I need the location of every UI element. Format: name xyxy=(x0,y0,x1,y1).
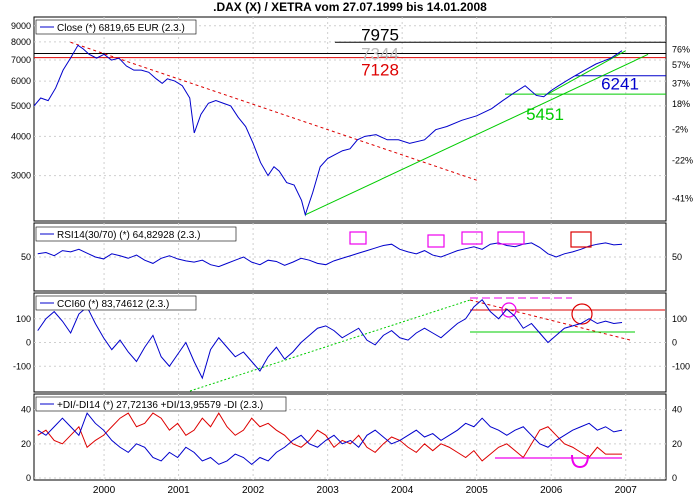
rsi-panel: 50 50 RSI14(30/70) (*) 64,82928 (2.3.) xyxy=(21,222,682,292)
level-label: 7128 xyxy=(361,61,399,80)
price-y-right-tick-label: 18% xyxy=(672,99,690,109)
y-tick-label-right: -100 xyxy=(672,361,690,371)
x-tick-label: 2005 xyxy=(466,485,489,496)
trendline xyxy=(70,41,477,181)
price-y-tick-label: 5000 xyxy=(11,101,31,111)
minus-di-line xyxy=(37,412,623,462)
x-tick-label: 2001 xyxy=(167,485,190,496)
price-panel-frame xyxy=(33,16,667,222)
dmi-legend: +DI/-DI14 (*) 27,72136 +DI/13,95579 -DI … xyxy=(57,400,263,411)
plus-di-line xyxy=(37,412,623,465)
price-y-right-tick-label: 57% xyxy=(672,60,690,70)
dmi-marker xyxy=(571,454,589,469)
y-tick-label-right: 0 xyxy=(672,473,677,483)
price-y-right-tick-label: -2% xyxy=(672,124,688,134)
cci-y-axis: 100 100 0 0 -100 -100 xyxy=(13,314,690,372)
price-y-tick-label: 7000 xyxy=(11,55,31,65)
y-tick-label: 100 xyxy=(16,314,31,324)
y-tick-label: -100 xyxy=(13,361,31,371)
price-levels xyxy=(34,41,666,95)
y-tick-label: 20 xyxy=(21,439,31,449)
x-tick-label: 2003 xyxy=(317,485,340,496)
x-tick-label: 2006 xyxy=(540,485,563,496)
dmi-panel: 40 40 20 20 0 0 +DI/-DI14 (*) 27,72136 +DI/13… xyxy=(21,393,682,483)
rsi-line xyxy=(37,242,623,268)
dmi-legend-box xyxy=(35,396,287,412)
y-tick-label-right: 40 xyxy=(672,405,682,415)
price-y-right-tick-label: 37% xyxy=(672,79,690,89)
chart-title: .DAX (X) / XETRA vom 27.07.1999 bis 14.0… xyxy=(213,0,487,14)
price-panel: 9000 8000 7000 6000 5000 4000 3000 76% 57% 37% 18… xyxy=(11,16,693,222)
price-y-right-tick-label: 76% xyxy=(672,44,690,54)
rsi-marker xyxy=(349,231,367,245)
dmi-y-axis: 40 40 20 20 0 0 xyxy=(21,405,682,483)
rsi-legend: RSI14(30/70) (*) 64,82928 (2.3.) xyxy=(57,230,200,241)
cci-circle xyxy=(501,302,517,318)
rsi-marker-red xyxy=(570,231,592,248)
level-label: 7344 xyxy=(361,45,399,64)
x-tick-label: 2000 xyxy=(93,485,116,496)
y-tick-label-right: 50 xyxy=(672,252,682,262)
trendline xyxy=(547,50,626,95)
dmi-panel-frame xyxy=(33,393,667,481)
price-y-tick-label: 6000 xyxy=(11,76,31,86)
level-label: 5451 xyxy=(526,105,564,124)
x-tick-label: 2002 xyxy=(242,485,265,496)
cci-trendline xyxy=(189,299,471,392)
cci-down-trend xyxy=(469,299,631,341)
price-y-axis-right: 76% 57% 37% 18% -2% -22% -41% xyxy=(672,44,693,203)
price-y-tick-label: 3000 xyxy=(11,171,31,181)
x-tick-label: 2007 xyxy=(615,485,638,496)
price-y-axis-left: 9000 8000 7000 6000 5000 4000 3000 xyxy=(11,21,31,181)
price-y-tick-label: 9000 xyxy=(11,21,31,31)
cci-legend: CCI60 (*) 83,74612 (2.3.) xyxy=(57,299,169,310)
close-price-line xyxy=(33,44,623,217)
y-tick-label: 0 xyxy=(26,473,31,483)
level-label: 6241 xyxy=(601,75,639,94)
rsi-marker xyxy=(427,234,445,248)
cci-legend-box xyxy=(35,295,197,311)
price-grid xyxy=(34,17,666,221)
cci-line xyxy=(37,299,623,380)
price-legend: Close (*) 6819,65 EUR (2.3.) xyxy=(57,23,185,34)
y-tick-label-right: 100 xyxy=(672,314,687,324)
price-y-right-tick-label: -41% xyxy=(672,193,693,203)
x-tick-label: 2004 xyxy=(391,485,414,496)
rsi-marker xyxy=(461,231,483,245)
cci-annotations xyxy=(189,297,665,392)
price-trendlines xyxy=(70,41,649,216)
y-tick-label: 40 xyxy=(21,405,31,415)
level-label: 7975 xyxy=(361,25,399,44)
price-y-tick-label: 8000 xyxy=(11,37,31,47)
price-y-right-tick-label: -22% xyxy=(672,155,693,165)
x-axis: 2000 2001 2002 2003 2004 2005 2006 2007 xyxy=(93,485,637,496)
cci-circle-red xyxy=(571,303,593,325)
y-tick-label-right: 20 xyxy=(672,439,682,449)
price-y-tick-label: 4000 xyxy=(11,131,31,141)
rsi-marker xyxy=(497,231,525,245)
y-tick-label: 50 xyxy=(21,252,31,262)
rsi-legend-box xyxy=(35,226,237,242)
trendline xyxy=(305,53,649,216)
y-tick-label: 0 xyxy=(26,338,31,348)
price-legend-box xyxy=(35,19,197,35)
y-tick-label-right: 0 xyxy=(672,338,677,348)
cci-panel: 100 100 0 0 -100 -100 CCI60 (*) 83,74612 (2.3… xyxy=(13,292,690,393)
rsi-y-axis: 50 50 xyxy=(21,252,682,262)
rsi-markers xyxy=(349,231,592,248)
